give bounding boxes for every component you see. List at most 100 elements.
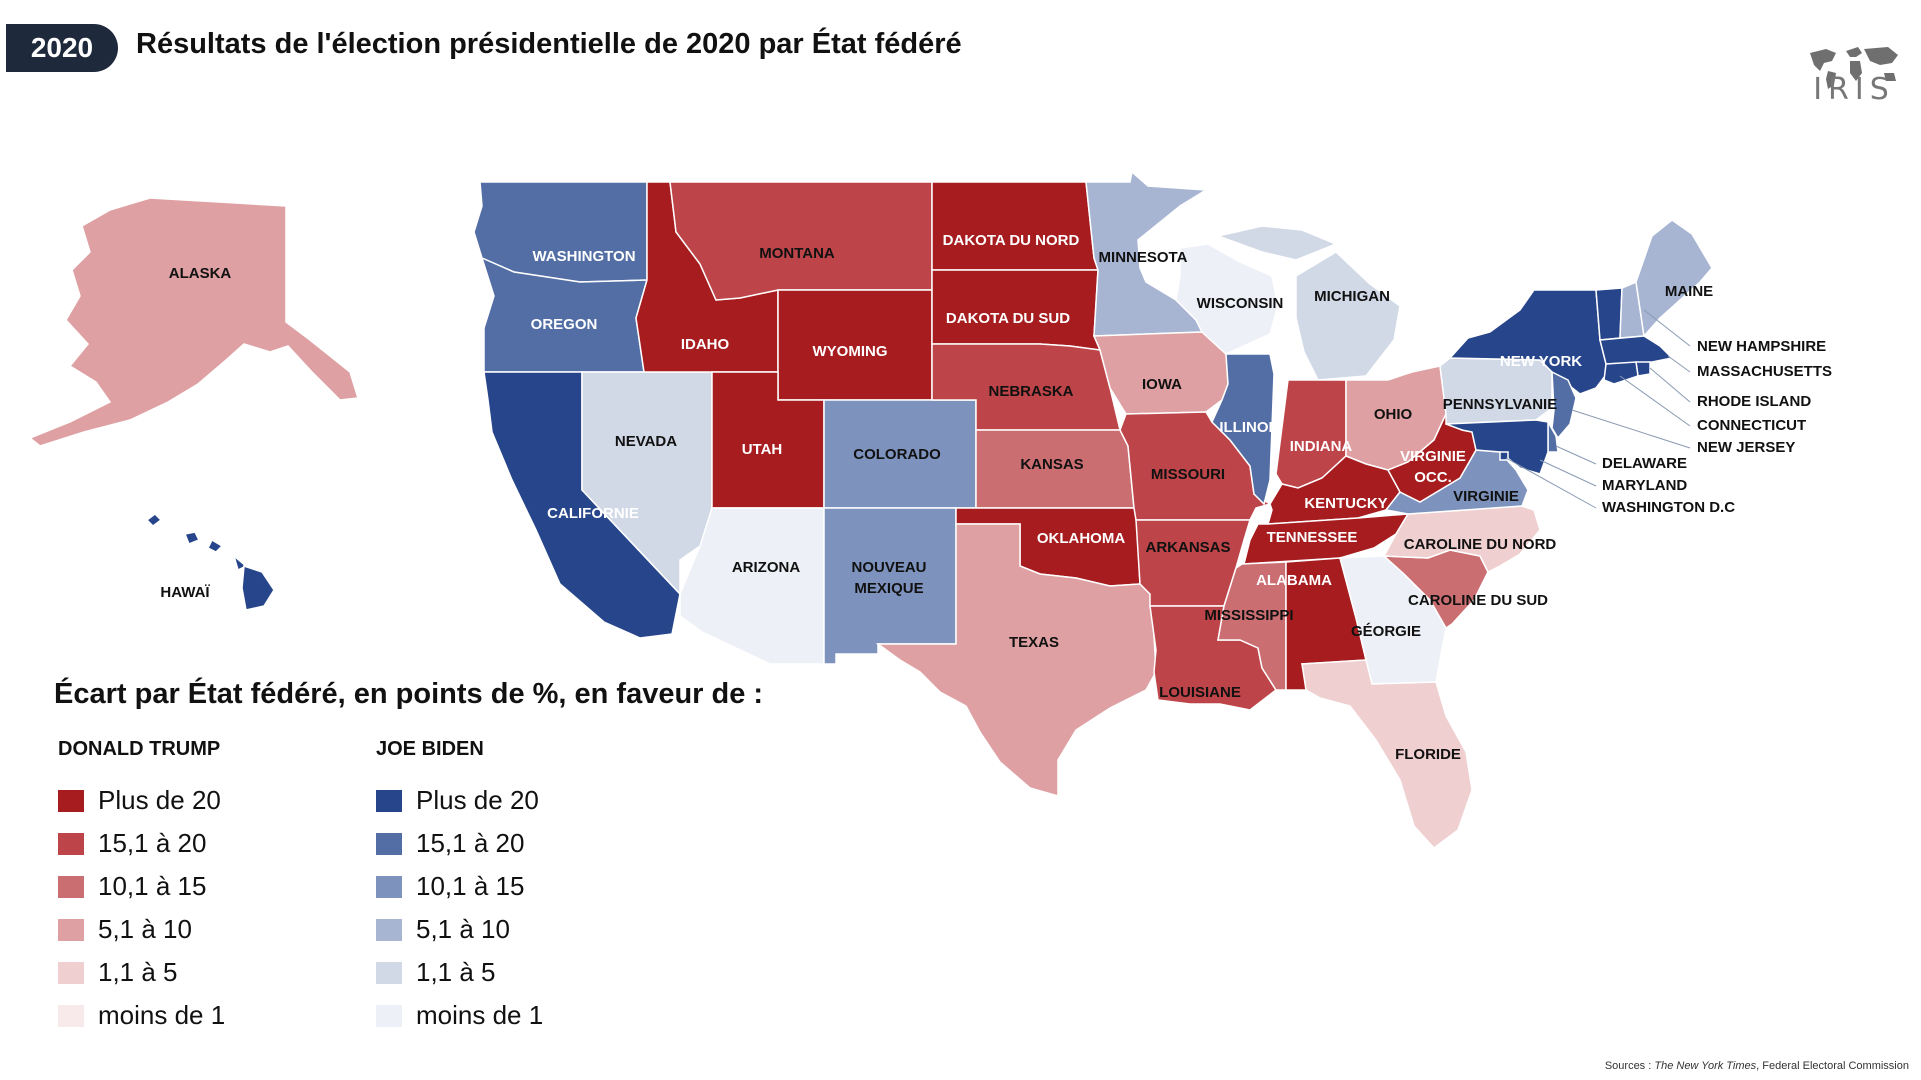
state-massachusetts xyxy=(1599,335,1674,365)
world-map-icon xyxy=(1810,47,1898,89)
label-massachusetts: MASSACHUSETTS xyxy=(1697,363,1832,380)
label-new-mexico-line1: NOUVEAU xyxy=(851,559,926,576)
state-montana xyxy=(669,181,933,301)
legend-biden-title: JOE BIDEN xyxy=(376,738,484,760)
legend-label: moins de 1 xyxy=(416,1000,544,1030)
label-tennessee: TENNESSEE xyxy=(1267,529,1358,546)
label-connecticut: CONNECTICUT xyxy=(1697,417,1806,434)
swatch xyxy=(58,875,84,898)
legend-label: 15,1 à 20 xyxy=(98,828,207,858)
swatch xyxy=(58,918,84,941)
swatch xyxy=(376,1004,402,1027)
label-west-virginia-line1: VIRGINIE xyxy=(1400,448,1466,465)
label-kansas: KANSAS xyxy=(1020,456,1083,473)
legend-item: 10,1 à 15 xyxy=(58,865,378,908)
label-south-carolina: CAROLINE DU SUD xyxy=(1408,592,1548,609)
state-connecticut xyxy=(1603,361,1639,385)
label-ohio: OHIO xyxy=(1374,406,1413,423)
label-delaware: DELAWARE xyxy=(1602,455,1687,472)
label-new-hampshire: NEW HAMPSHIRE xyxy=(1697,338,1826,355)
label-kentucky: KENTUCKY xyxy=(1304,495,1387,512)
label-illinois: ILLINOIS xyxy=(1219,419,1282,436)
label-north-dakota: DAKOTA DU NORD xyxy=(943,232,1080,249)
legend-biden: JOE BIDEN Plus de 20 15,1 à 20 10,1 à 15… xyxy=(376,738,696,1037)
label-montana: MONTANA xyxy=(759,245,835,262)
state-michigan xyxy=(1295,251,1401,381)
legend-label: 15,1 à 20 xyxy=(416,828,525,858)
label-dc: WASHINGTON D.C xyxy=(1602,499,1735,516)
legend-trump-title: DONALD TRUMP xyxy=(58,738,221,760)
state-north-dakota xyxy=(931,181,1100,271)
leader-lines xyxy=(1505,309,1691,509)
label-florida: FLORIDE xyxy=(1395,746,1461,763)
legend-item: 1,1 à 5 xyxy=(376,951,696,994)
legend-item: 10,1 à 15 xyxy=(376,865,696,908)
label-utah: UTAH xyxy=(742,441,783,458)
legend-item: 5,1 à 10 xyxy=(376,908,696,951)
label-georgia: GÉORGIE xyxy=(1351,623,1421,640)
swatch xyxy=(376,961,402,984)
label-wisconsin: WISCONSIN xyxy=(1197,295,1284,312)
state-hawaii xyxy=(145,513,275,611)
label-mississippi: MISSISSIPPI xyxy=(1204,607,1293,624)
legend-item: moins de 1 xyxy=(58,994,378,1037)
legend-item: 15,1 à 20 xyxy=(58,822,378,865)
legend-item: Plus de 20 xyxy=(376,779,696,822)
legend-label: 5,1 à 10 xyxy=(98,914,192,944)
legend-label: 10,1 à 15 xyxy=(98,871,207,901)
state-tennessee xyxy=(1243,513,1410,565)
state-wisconsin xyxy=(1175,243,1279,355)
legend-label: moins de 1 xyxy=(98,1000,226,1030)
legend-label: 10,1 à 15 xyxy=(416,871,525,901)
label-west-virginia-line2: OCC. xyxy=(1414,469,1452,486)
label-minnesota: MINNESOTA xyxy=(1099,249,1188,266)
label-maine: MAINE xyxy=(1665,283,1713,300)
state-iowa xyxy=(1092,331,1229,415)
state-labels: ALASKA HAWAÏ WASHINGTON OREGON CALIFORNI… xyxy=(160,232,1832,763)
label-michigan: MICHIGAN xyxy=(1314,288,1390,305)
legend-item: 15,1 à 20 xyxy=(376,822,696,865)
label-south-dakota: DAKOTA DU SUD xyxy=(946,310,1070,327)
label-nevada: NEVADA xyxy=(615,433,677,450)
page-title: Résultats de l'élection présidentielle d… xyxy=(136,28,962,60)
label-alaska: ALASKA xyxy=(169,265,232,282)
state-new-jersey xyxy=(1551,370,1577,440)
state-texas xyxy=(875,523,1157,797)
label-oregon: OREGON xyxy=(531,316,598,333)
label-oklahoma: OKLAHOMA xyxy=(1037,530,1125,547)
state-minnesota xyxy=(1085,170,1209,337)
label-virginia: VIRGINIE xyxy=(1453,488,1519,505)
label-new-jersey: NEW JERSEY xyxy=(1697,439,1795,456)
swatch xyxy=(376,875,402,898)
state-vermont xyxy=(1595,287,1623,341)
sources-rest: , Federal Electoral Commission xyxy=(1756,1060,1909,1072)
legend-item: moins de 1 xyxy=(376,994,696,1037)
state-maryland xyxy=(1445,419,1549,475)
state-michigan-upper xyxy=(1215,225,1338,261)
label-iowa: IOWA xyxy=(1142,376,1182,393)
legend-label: 5,1 à 10 xyxy=(416,914,510,944)
label-arkansas: ARKANSAS xyxy=(1145,539,1230,556)
state-illinois xyxy=(1211,353,1275,506)
label-north-carolina: CAROLINE DU NORD xyxy=(1404,536,1557,553)
label-arizona: ARIZONA xyxy=(732,559,800,576)
label-colorado: COLORADO xyxy=(853,446,941,463)
label-idaho: IDAHO xyxy=(681,336,730,353)
label-alabama: ALABAMA xyxy=(1256,572,1332,589)
sources-publication: The New York Times xyxy=(1654,1060,1757,1072)
label-hawaii: HAWAÏ xyxy=(160,584,210,601)
state-alaska xyxy=(28,197,359,447)
legend-item: 1,1 à 5 xyxy=(58,951,378,994)
label-indiana: INDIANA xyxy=(1290,438,1353,455)
state-maine xyxy=(1635,219,1713,338)
legend-label: 1,1 à 5 xyxy=(98,957,178,987)
logo-text: IRIS xyxy=(1813,72,1895,107)
legend-heading: Écart par État fédéré, en points de %, e… xyxy=(54,678,764,710)
swatch xyxy=(376,832,402,855)
swatch xyxy=(58,1004,84,1027)
sources-note: Sources : The New York Times, Federal El… xyxy=(1605,1060,1909,1072)
label-new-mexico-line2: MEXIQUE xyxy=(854,580,923,597)
label-new-york: NEW YORK xyxy=(1500,353,1582,370)
label-washington: WASHINGTON xyxy=(532,248,635,265)
